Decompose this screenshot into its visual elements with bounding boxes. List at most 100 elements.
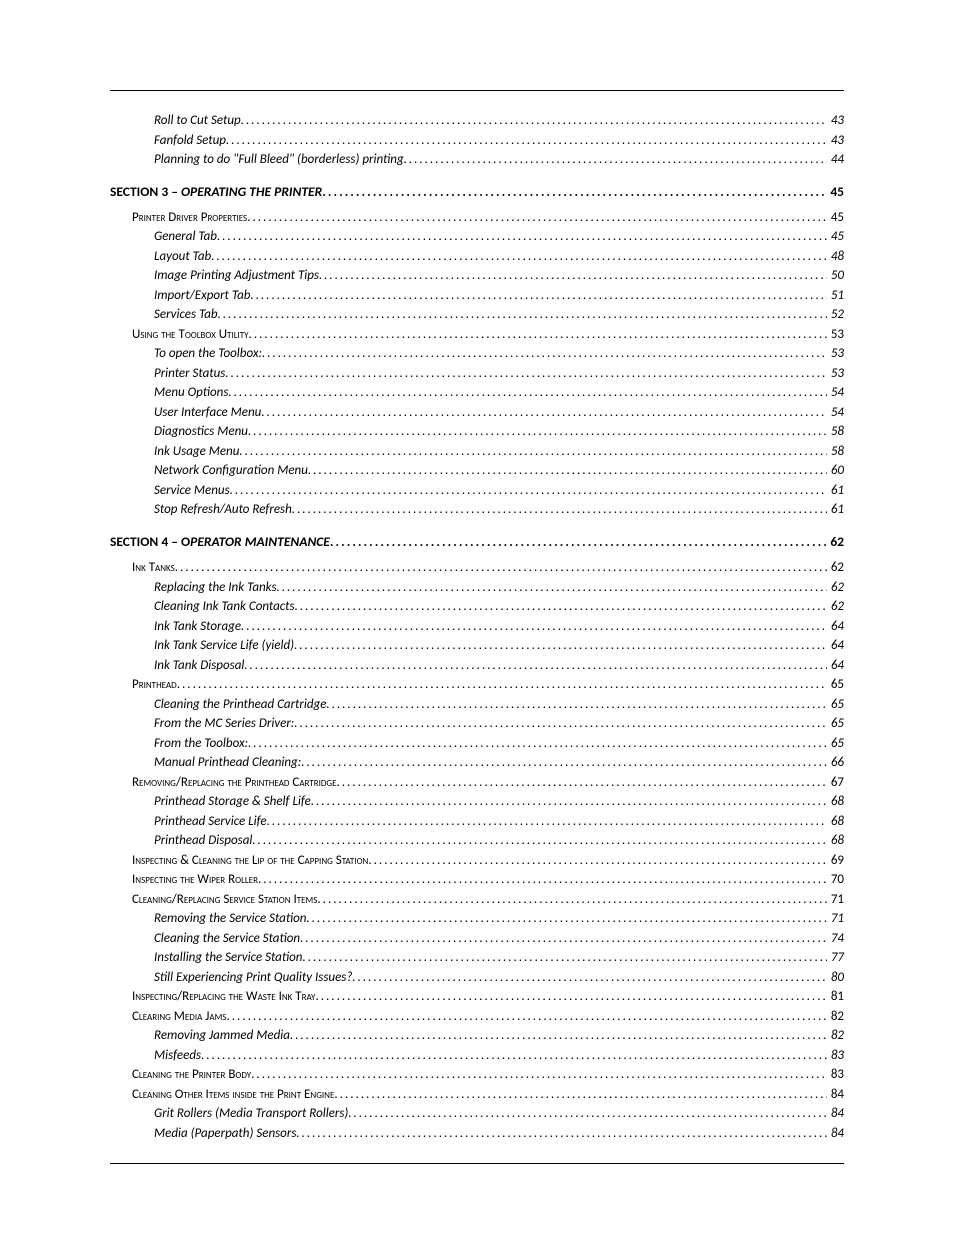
toc-entry-page: 62 — [827, 558, 844, 578]
toc-entry-title: Ink Tank Disposal — [154, 656, 244, 676]
toc-entry-page: 61 — [827, 481, 844, 501]
toc-entry-title: Installing the Service Station — [154, 948, 302, 968]
toc-entry-title: Diagnostics Menu — [154, 422, 248, 442]
toc-leader-dots — [404, 150, 827, 170]
toc-entry: Inspecting/Replacing the Waste Ink Tray8… — [110, 987, 844, 1007]
toc-entry-page: 58 — [827, 422, 844, 442]
toc-entry: To open the Toolbox:53 — [110, 344, 844, 364]
toc-entry-page: 84 — [827, 1124, 844, 1144]
toc-entry-title: Import/Export Tab — [154, 286, 250, 306]
toc-entry-page: 50 — [827, 266, 844, 286]
toc-entry: Roll to Cut Setup43 — [110, 111, 844, 131]
toc-entry: Printhead Service Life 68 — [110, 812, 844, 832]
toc-entry: Removing the Service Station71 — [110, 909, 844, 929]
toc-leader-dots — [217, 227, 827, 247]
toc-leader-dots — [248, 734, 827, 754]
toc-entry-title: Services Tab — [154, 305, 218, 325]
toc-leader-dots — [292, 500, 827, 520]
toc-leader-dots — [301, 753, 827, 773]
toc-entry-page: 65 — [827, 734, 844, 754]
toc-entry-page: 84 — [827, 1085, 844, 1105]
toc-entry-title: Layout Tab — [154, 247, 211, 267]
toc-entry-title: To open the Toolbox: — [154, 344, 262, 364]
toc-entry-page: 54 — [827, 403, 844, 423]
toc-entry-title: Inspecting the Wiper Roller — [132, 870, 258, 890]
toc-entry: Printer Driver Properties45 — [110, 208, 844, 228]
toc-leader-dots — [226, 131, 827, 151]
toc-entry-title: Printhead — [132, 675, 177, 695]
toc-entry: Import/Export Tab 51 — [110, 286, 844, 306]
toc-entry: Cleaning the Printhead Cartridge65 — [110, 695, 844, 715]
toc-entry-page: 45 — [826, 182, 844, 202]
toc-section-title: PERATOR MAINTENANCE — [190, 533, 330, 550]
toc-entry-title: From the MC Series Driver: — [154, 714, 294, 734]
toc-entry-page: 64 — [827, 656, 844, 676]
toc-entry-page: 68 — [827, 792, 844, 812]
toc-leader-dots — [211, 247, 827, 267]
toc-leader-dots — [317, 890, 826, 910]
toc-entry: Ink Tanks 62 — [110, 558, 844, 578]
toc-entry-page: 71 — [827, 909, 844, 929]
toc-leader-dots — [201, 1046, 827, 1066]
toc-leader-dots — [248, 422, 827, 442]
toc-entry-page: 82 — [827, 1007, 844, 1027]
toc-entry: Planning to do "Full Bleed" (borderless)… — [110, 150, 844, 170]
toc-entry-title: Stop Refresh/Auto Refresh — [154, 500, 292, 520]
toc-entry-title: Misfeeds — [154, 1046, 201, 1066]
toc-entry: Printhead Disposal68 — [110, 831, 844, 851]
toc-entry-page: 64 — [827, 636, 844, 656]
toc-entry-page: 53 — [827, 364, 844, 384]
toc-section-label: SECTION 3 – — [110, 183, 181, 200]
toc-entry-title: Printhead Storage & Shelf Life — [154, 792, 311, 812]
toc-entry-title: Fanfold Setup — [154, 131, 226, 151]
toc-leader-dots — [334, 1085, 826, 1105]
top-horizontal-rule — [110, 90, 844, 91]
toc-entry-title: Printhead Service Life — [154, 812, 267, 832]
toc-leader-dots — [262, 344, 827, 364]
toc-entry: Ink Usage Menu58 — [110, 442, 844, 462]
toc-entry-page: 58 — [827, 442, 844, 462]
toc-entry-title: From the Toolbox: — [154, 734, 248, 754]
bottom-horizontal-rule — [110, 1163, 844, 1164]
toc-entry: Printhead65 — [110, 675, 844, 695]
toc-entry-page: 62 — [827, 578, 844, 598]
toc-entry: Image Printing Adjustment Tips50 — [110, 266, 844, 286]
toc-entry-page: 71 — [827, 890, 844, 910]
toc-entry-title: Using the Toolbox Utility — [132, 325, 249, 345]
toc-leader-dots — [258, 870, 827, 890]
toc-entry-page: 70 — [827, 870, 844, 890]
toc-entry-title: Removing/Replacing the Printhead Cartrid… — [132, 773, 336, 793]
toc-leader-dots — [294, 714, 827, 734]
toc-entry-title: User Interface Menu — [154, 403, 261, 423]
toc-entry: From the Toolbox: 65 — [110, 734, 844, 754]
toc-leader-dots — [322, 182, 826, 202]
toc-leader-dots — [239, 442, 826, 462]
toc-entry-page: 68 — [827, 812, 844, 832]
toc-entry-title: Ink Tanks — [132, 558, 175, 578]
toc-entry-page: 67 — [827, 773, 844, 793]
toc-entry-page: 51 — [827, 286, 844, 306]
toc-entry-title: Cleaning the Printer Body — [132, 1065, 251, 1085]
toc-entry: Cleaning the Service Station74 — [110, 929, 844, 949]
toc-entry-title: Manual Printhead Cleaning: — [154, 753, 301, 773]
toc-entry-title: Clearing Media Jams — [132, 1007, 226, 1027]
toc-entry-page: 65 — [827, 695, 844, 715]
toc-entry: Ink Tank Disposal 64 — [110, 656, 844, 676]
toc-entry-title: Grit Rollers (Media Transport Rollers) — [154, 1104, 348, 1124]
toc-entry: SECTION 4 – OPERATOR MAINTENANCE62 — [110, 532, 844, 552]
table-of-contents: Roll to Cut Setup43Fanfold Setup43Planni… — [110, 111, 844, 1143]
toc-entry: Menu Options54 — [110, 383, 844, 403]
toc-entry: Removing/Replacing the Printhead Cartrid… — [110, 773, 844, 793]
toc-leader-dots — [177, 675, 827, 695]
toc-entry-title: Media (Paperpath) Sensors — [154, 1124, 296, 1144]
toc-entry: User Interface Menu 54 — [110, 403, 844, 423]
toc-leader-dots — [306, 909, 826, 929]
toc-entry: Cleaning Ink Tank Contacts62 — [110, 597, 844, 617]
toc-entry: Printer Status53 — [110, 364, 844, 384]
toc-entry: SECTION 3 – OPERATING THE PRINTER45 — [110, 182, 844, 202]
toc-leader-dots — [277, 578, 827, 598]
toc-entry-title: Network Configuration Menu — [154, 461, 308, 481]
toc-entry-title: Menu Options — [154, 383, 228, 403]
toc-leader-dots — [250, 286, 826, 306]
toc-entry: Cleaning/Replacing Service Station Items… — [110, 890, 844, 910]
